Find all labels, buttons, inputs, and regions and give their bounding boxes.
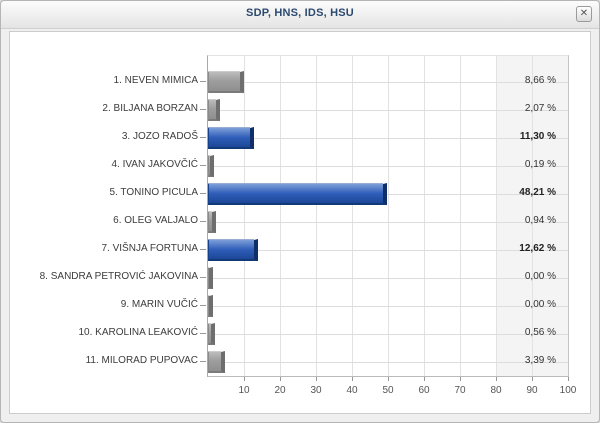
window-title: SDP, HNS, IDS, HSU — [246, 7, 354, 19]
x-axis-label: 100 — [559, 385, 577, 396]
close-icon: ✕ — [579, 8, 589, 19]
vertical-gridline — [424, 56, 425, 376]
vertical-gridline — [460, 56, 461, 376]
bar-2[interactable] — [208, 99, 221, 121]
category-label: 2. BILJANA BORZAN — [102, 103, 198, 114]
category-tick — [200, 277, 206, 278]
x-axis-label: 90 — [526, 385, 538, 396]
vertical-gridline — [316, 56, 317, 376]
value-label: 0,94 % — [524, 215, 556, 226]
x-axis-tick — [568, 377, 569, 381]
bar-7[interactable] — [208, 239, 259, 261]
value-label: 0,56 % — [524, 327, 556, 338]
value-label: 3,39 % — [524, 355, 556, 366]
horizontal-gridline — [208, 362, 568, 363]
horizontal-gridline — [208, 222, 568, 223]
category-tick — [200, 109, 206, 110]
bar-11[interactable] — [208, 351, 226, 373]
horizontal-gridline — [208, 110, 568, 111]
category-label: 11. MILORAD PUPOVAC — [85, 355, 198, 366]
horizontal-gridline — [208, 278, 568, 279]
category-tick — [200, 193, 206, 194]
category-tick — [200, 361, 206, 362]
x-axis-tick — [532, 377, 533, 381]
value-label: 48,21 % — [519, 187, 556, 198]
horizontal-gridline — [208, 138, 568, 139]
value-label: 0,00 % — [524, 299, 556, 310]
category-label: 5. TONINO PICULA — [109, 187, 198, 198]
value-label: 0,00 % — [524, 271, 556, 282]
category-label: 7. VIŠNJA FORTUNA — [101, 243, 198, 254]
horizontal-gridline — [208, 306, 568, 307]
category-label: 6. OLEG VALJALO — [113, 215, 198, 226]
x-axis-tick — [352, 377, 353, 381]
bar-chart: 1. NEVEN MIMICA 8,66 % 2. BILJANA BORZAN 2,… — [10, 32, 590, 413]
x-axis-label: 10 — [238, 385, 250, 396]
x-axis-tick — [316, 377, 317, 381]
category-tick — [200, 137, 206, 138]
category-tick — [200, 81, 206, 82]
bar-1[interactable] — [208, 71, 245, 93]
horizontal-gridline — [208, 250, 568, 251]
x-axis-tick — [460, 377, 461, 381]
vertical-gridline — [352, 56, 353, 376]
value-label: 2,07 % — [524, 103, 556, 114]
chart-panel: 1. NEVEN MIMICA 8,66 % 2. BILJANA BORZAN 2,… — [9, 31, 591, 414]
x-axis-label: 60 — [418, 385, 430, 396]
plot-area — [207, 55, 569, 377]
x-axis-tick — [280, 377, 281, 381]
category-label: 3. JOZO RADOŠ — [121, 131, 198, 142]
bar-8[interactable] — [208, 267, 213, 289]
horizontal-gridline — [208, 166, 568, 167]
window-titlebar: SDP, HNS, IDS, HSU ✕ — [1, 1, 599, 29]
category-tick — [200, 333, 206, 334]
vertical-gridline — [388, 56, 389, 376]
x-axis-label: 20 — [274, 385, 286, 396]
x-axis-label: 30 — [310, 385, 322, 396]
bar-3[interactable] — [208, 127, 254, 149]
x-axis-tick — [388, 377, 389, 381]
category-label: 8. SANDRA PETROVIĆ JAKOVINA — [39, 271, 198, 282]
bar-9[interactable] — [208, 295, 213, 317]
vertical-gridline — [496, 56, 497, 376]
bar-6[interactable] — [208, 211, 217, 233]
category-label: 4. IVAN JAKOVČIĆ — [111, 159, 198, 170]
category-tick — [200, 249, 206, 250]
x-axis-label: 80 — [490, 385, 502, 396]
value-label: 12,62 % — [519, 243, 556, 254]
category-label: 10. KAROLINA LEAKOVIĆ — [78, 327, 199, 338]
category-tick — [200, 221, 206, 222]
x-axis-tick — [496, 377, 497, 381]
vertical-gridline — [532, 56, 533, 376]
category-tick — [200, 165, 206, 166]
category-label: 1. NEVEN MIMICA — [113, 75, 198, 86]
value-label: 0,19 % — [524, 159, 556, 170]
value-label: 11,30 % — [519, 131, 556, 142]
bar-10[interactable] — [208, 323, 216, 345]
close-button[interactable]: ✕ — [576, 6, 592, 22]
horizontal-gridline — [208, 82, 568, 83]
horizontal-gridline — [208, 334, 568, 335]
x-axis-tick — [424, 377, 425, 381]
x-axis-label: 50 — [382, 385, 394, 396]
x-axis-tick — [244, 377, 245, 381]
bar-4[interactable] — [208, 155, 214, 177]
bar-5[interactable] — [208, 183, 387, 205]
value-label: 8,66 % — [524, 75, 556, 86]
vertical-gridline — [244, 56, 245, 376]
x-axis-label: 40 — [346, 385, 358, 396]
x-axis-label: 70 — [454, 385, 466, 396]
vertical-gridline — [280, 56, 281, 376]
horizontal-gridline — [208, 194, 568, 195]
category-tick — [200, 305, 206, 306]
category-label: 9. MARIN VUČIĆ — [120, 299, 198, 310]
